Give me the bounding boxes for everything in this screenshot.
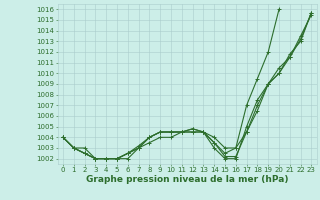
X-axis label: Graphe pression niveau de la mer (hPa): Graphe pression niveau de la mer (hPa): [86, 175, 288, 184]
